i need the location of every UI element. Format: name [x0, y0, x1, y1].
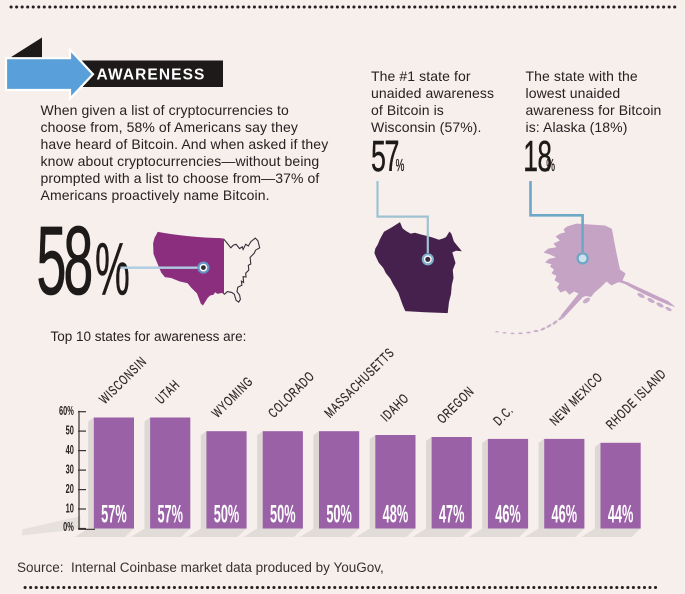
svg-text:%: %	[546, 156, 555, 176]
svg-text:50%: 50%	[214, 501, 240, 529]
svg-text:WYOMING: WYOMING	[210, 375, 256, 421]
svg-text:47%: 47%	[439, 501, 465, 529]
svg-text:58: 58	[37, 206, 92, 315]
svg-text:57: 57	[371, 131, 398, 181]
svg-text:46%: 46%	[552, 501, 578, 529]
svg-text:WISCONSIN: WISCONSIN	[97, 355, 150, 408]
svg-text:50%: 50%	[270, 501, 296, 529]
svg-text:60%: 60%	[59, 404, 74, 419]
svg-text:50%: 50%	[326, 501, 352, 529]
svg-text:10: 10	[66, 501, 74, 516]
svg-text:OREGON: OREGON	[435, 385, 477, 427]
svg-text:NEW MEXICO: NEW MEXICO	[548, 370, 606, 428]
svg-text:57%: 57%	[157, 501, 183, 529]
svg-text:%: %	[95, 227, 130, 311]
svg-text:57%: 57%	[101, 501, 127, 529]
svg-text:%: %	[396, 156, 405, 176]
svg-text:UTAH: UTAH	[154, 378, 183, 407]
svg-text:44%: 44%	[608, 501, 634, 529]
svg-text:IDAHO: IDAHO	[379, 391, 412, 424]
svg-text:18: 18	[523, 131, 551, 181]
svg-text:AWARENESS: AWARENESS	[97, 67, 206, 84]
svg-text:30: 30	[66, 462, 74, 477]
svg-text:20: 20	[66, 482, 74, 497]
svg-text:0%: 0%	[63, 520, 74, 535]
svg-text:COLORADO: COLORADO	[266, 369, 318, 421]
svg-text:50: 50	[66, 423, 74, 438]
svg-text:RHODE ISLAND: RHODE ISLAND	[604, 367, 669, 432]
svg-text:48%: 48%	[383, 501, 409, 529]
svg-text:D.C.: D.C.	[491, 403, 516, 428]
svg-text:40: 40	[66, 443, 74, 458]
svg-text:46%: 46%	[495, 501, 521, 529]
